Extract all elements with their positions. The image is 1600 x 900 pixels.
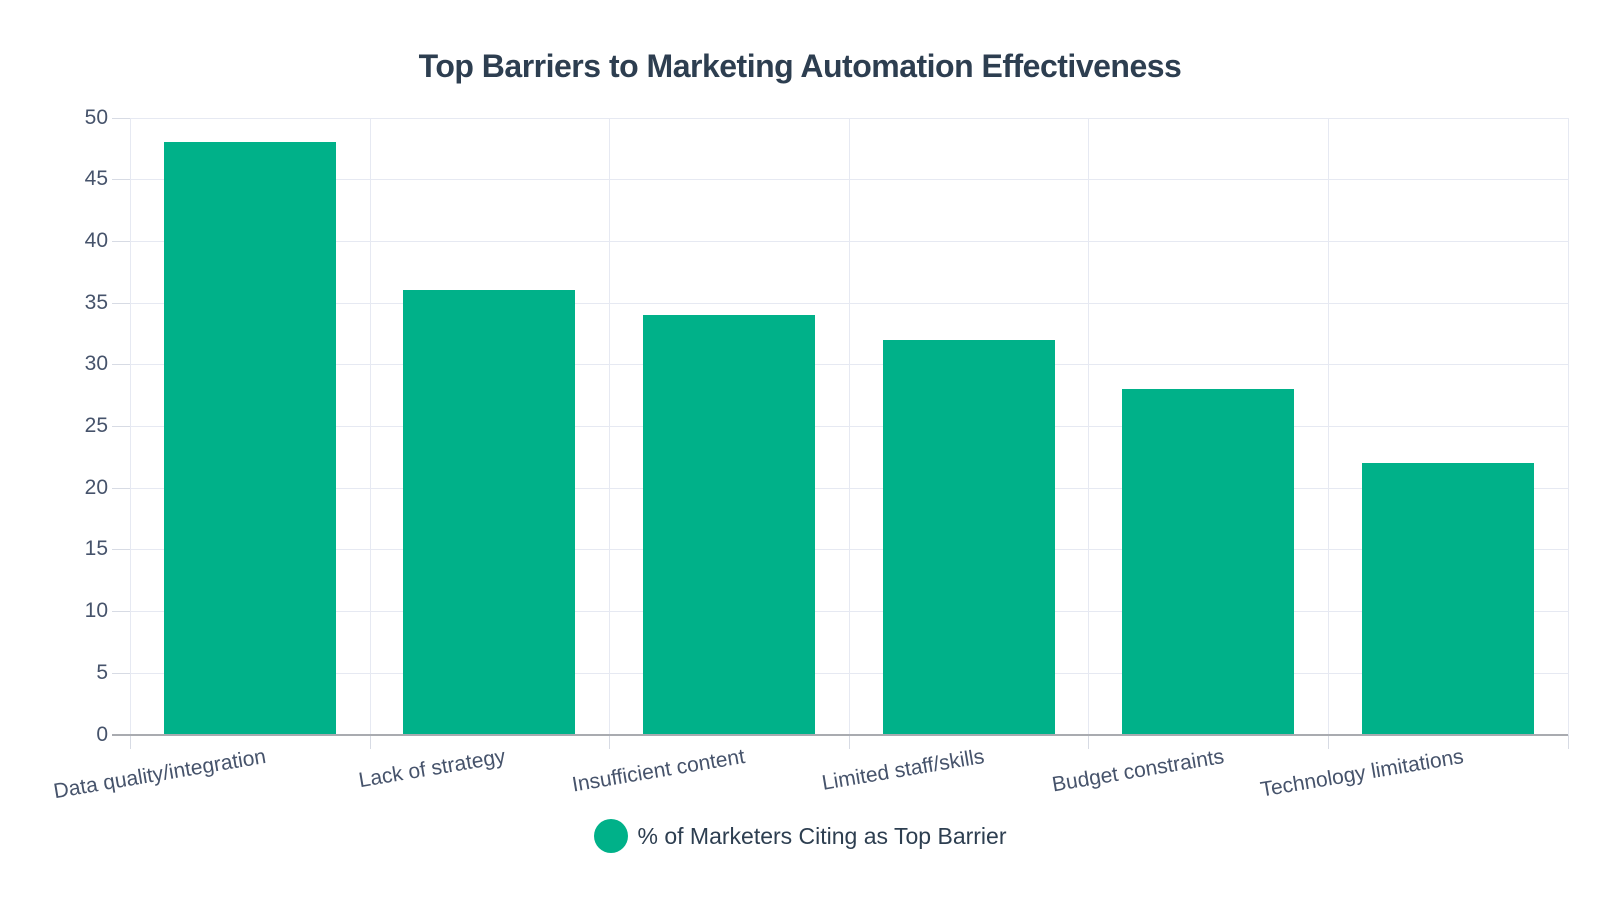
bar-2[interactable] (642, 314, 815, 735)
bar-0[interactable] (163, 142, 336, 735)
x-axis-tick (369, 734, 371, 749)
x-axis-tick (130, 734, 131, 749)
y-tick-label: 50 (84, 105, 108, 129)
y-axis-tick (112, 302, 130, 304)
chart-title: Top Barriers to Marketing Automation Eff… (418, 48, 1182, 84)
x-axis-tick (1088, 734, 1090, 749)
v-gridline (1567, 117, 1569, 735)
y-tick-label: 40 (84, 228, 108, 252)
y-axis-tick (112, 179, 130, 181)
v-gridline (130, 117, 131, 735)
y-tick-label: 25 (84, 414, 108, 437)
v-gridline (848, 117, 850, 735)
legend[interactable]: % of Marketers Citing as Top Barrier (0, 816, 1600, 856)
y-tick-label: 30 (84, 352, 108, 376)
x-axis-tick (848, 734, 850, 749)
y-tick-label: 20 (84, 475, 108, 499)
v-gridline (1327, 117, 1329, 735)
v-gridline (369, 117, 371, 735)
y-tick-label: 45 (84, 167, 108, 191)
y-axis-tick (112, 426, 130, 427)
v-gridline (1088, 117, 1090, 735)
y-tick-label: 10 (84, 599, 108, 623)
y-axis-tick (112, 240, 130, 242)
v-gridline (609, 117, 611, 735)
y-tick-label: 15 (84, 537, 108, 561)
y-tick-label: 5 (96, 660, 108, 684)
bar-5[interactable] (1361, 463, 1534, 735)
x-tick-label: Technology limitations (1259, 744, 1466, 802)
x-axis-line (112, 733, 1568, 736)
bar-3[interactable] (882, 339, 1055, 735)
legend-marker-circle (593, 819, 628, 853)
x-tick-label: Insufficient content (570, 744, 747, 797)
bar-4[interactable] (1122, 388, 1295, 735)
y-tick-label: 35 (84, 290, 108, 314)
y-tick-label: 0 (96, 722, 108, 746)
x-tick-label: Budget constraints (1050, 744, 1226, 796)
y-axis-tick (112, 487, 130, 489)
y-axis-tick (112, 117, 130, 119)
bar-1[interactable] (403, 290, 576, 735)
x-tick-label: Data quality/integration (51, 744, 268, 803)
x-axis-tick (1567, 734, 1569, 749)
y-axis-tick (112, 611, 130, 613)
x-tick-label: Lack of strategy (357, 744, 508, 792)
y-axis-tick (112, 364, 130, 366)
x-axis-tick (1327, 734, 1329, 749)
y-axis-tick (112, 549, 130, 551)
legend-label: % of Marketers Citing as Top Barrier (637, 822, 1007, 849)
x-tick-label: Limited staff/skills (820, 744, 987, 795)
x-axis-tick (609, 734, 611, 749)
y-axis-tick (112, 672, 130, 674)
